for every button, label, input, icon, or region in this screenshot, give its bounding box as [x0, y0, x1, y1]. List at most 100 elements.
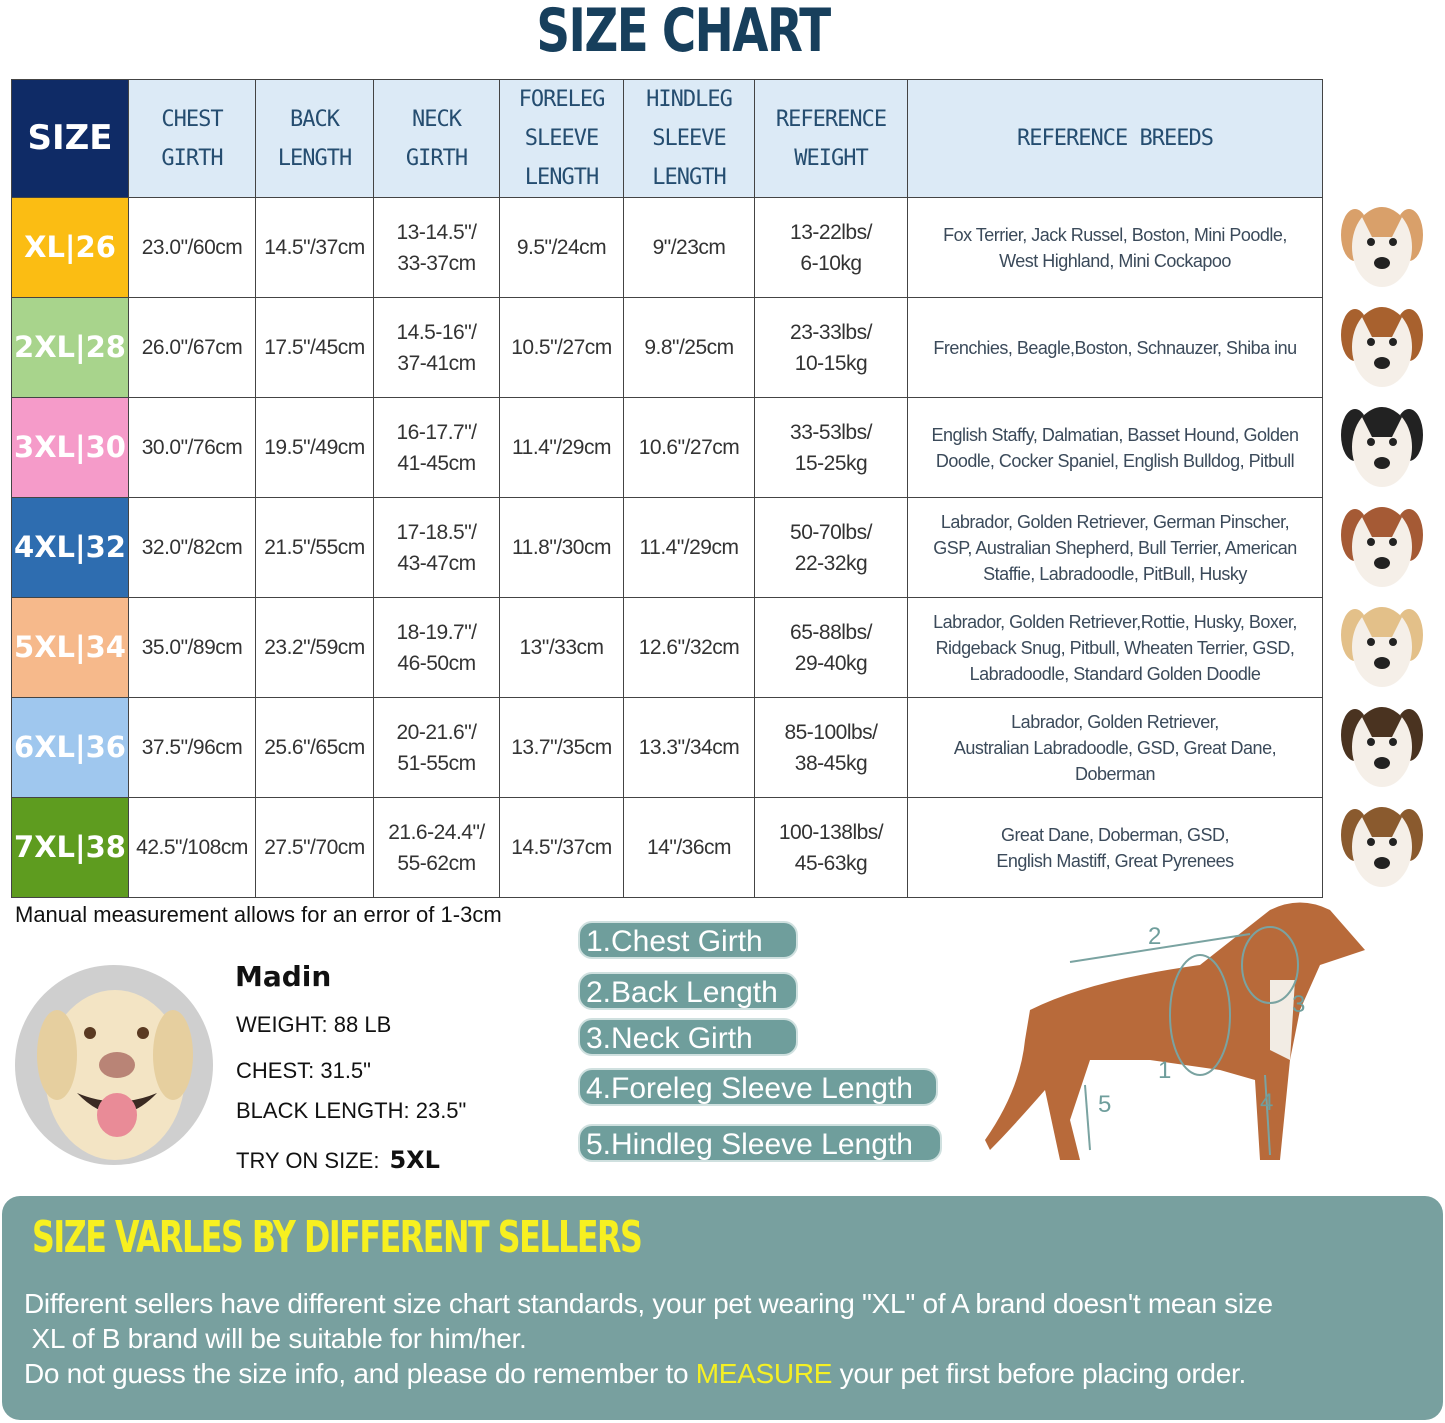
measurement-note: Manual measurement allows for an error o…: [15, 902, 502, 927]
cell-hindleg: 9"/23cm: [623, 197, 755, 298]
banner-text: Different sellers have different size ch…: [24, 1286, 1273, 1391]
cell-weight: 85-100lbs/ 38-45kg: [754, 697, 908, 798]
size-row: 7XL|38 42.5"/108cm 27.5"/70cm 21.6-24.4"/ 5…: [11, 797, 1323, 898]
cell-back: 19.5"/49cm: [255, 397, 374, 498]
cell-hindleg: 12.6"/32cm: [623, 597, 755, 698]
cell-back: 14.5"/37cm: [255, 197, 374, 298]
header-back-length: BACK LENGTH: [255, 79, 374, 198]
cell-foreleg: 14.5"/37cm: [499, 797, 624, 898]
cell-size: 4XL|32: [11, 497, 129, 598]
seller-warning-banner: SIZE VARLES BY DIFFERENT SELLERS Differe…: [2, 1196, 1443, 1420]
banner-heading: SIZE VARLES BY DIFFERENT SELLERS: [32, 1212, 643, 1263]
header-size: SIZE: [11, 79, 129, 198]
cell-size: XL|26: [11, 197, 129, 298]
try-size-value: 5XL: [389, 1146, 440, 1174]
cell-weight: 33-53lbs/ 15-25kg: [754, 397, 908, 498]
banner-line-1: Different sellers have different size ch…: [24, 1288, 1273, 1354]
labrador-photo: [15, 965, 213, 1165]
breed-photos: [1332, 194, 1432, 894]
mastiff-dog-photo: [1332, 794, 1432, 894]
cell-breeds: English Staffy, Dalmatian, Basset Hound,…: [907, 397, 1323, 498]
beagle-dog-photo: [1332, 294, 1432, 394]
cell-back: 23.2"/59cm: [255, 597, 374, 698]
cell-foreleg: 13.7"/35cm: [499, 697, 624, 798]
dog-measurement-diagram: 2 3 1 5 4: [985, 902, 1365, 1160]
cell-size: 7XL|38: [11, 797, 129, 898]
cell-chest: 32.0"/82cm: [128, 497, 256, 598]
cell-neck: 18-19.7"/ 46-50cm: [373, 597, 500, 698]
example-dog-name: Madin: [235, 960, 332, 993]
measure-back-length: 2.Back Length: [578, 972, 798, 1010]
header-neck-girth: NECK GIRTH: [373, 79, 500, 198]
cell-breeds: Frenchies, Beagle,Boston, Schnauzer, Shi…: [907, 297, 1323, 398]
header-hindleg-sleeve-length: HINDLEG SLEEVE LENGTH: [623, 79, 755, 198]
cell-neck: 17-18.5"/ 43-47cm: [373, 497, 500, 598]
size-row: 5XL|34 35.0"/89cm 23.2"/59cm 18-19.7"/ 46-5…: [11, 597, 1323, 698]
cell-foreleg: 10.5"/27cm: [499, 297, 624, 398]
cell-size: 6XL|36: [11, 697, 129, 798]
measure-chest-girth: 1.Chest Girth: [578, 921, 798, 959]
header-reference-breeds: REFERENCE BREEDS: [907, 79, 1323, 198]
header-chest-girth: CHEST GIRTH: [128, 79, 256, 198]
cell-hindleg: 14"/36cm: [623, 797, 755, 898]
cell-breeds: Labrador, Golden Retriever, German Pinsc…: [907, 497, 1323, 598]
terrier-dog-photo: [1332, 194, 1432, 294]
cell-weight: 65-88lbs/ 29-40kg: [754, 597, 908, 698]
cell-chest: 26.0"/67cm: [128, 297, 256, 398]
diagram-label-chest: 1: [1158, 1057, 1171, 1084]
cell-neck: 13-14.5"/ 33-37cm: [373, 197, 500, 298]
cell-hindleg: 9.8"/25cm: [623, 297, 755, 398]
pitbull-dog-photo: [1332, 494, 1432, 594]
cell-back: 27.5"/70cm: [255, 797, 374, 898]
cell-neck: 16-17.7"/ 41-45cm: [373, 397, 500, 498]
measure-hindleg-sleeve: 5.Hindleg Sleeve Length: [578, 1124, 942, 1162]
diagram-label-neck: 3: [1292, 991, 1305, 1018]
measure-neck-girth: 3.Neck Girth: [578, 1018, 798, 1056]
diagram-label-back: 2: [1148, 923, 1161, 950]
cell-hindleg: 13.3"/34cm: [623, 697, 755, 798]
example-back-length: BLACK LENGTH: 23.5": [236, 1098, 467, 1123]
header-foreleg-sleeve-length: FORELEG SLEEVE LENGTH: [499, 79, 624, 198]
size-row: 3XL|30 30.0"/76cm 19.5"/49cm 16-17.7"/ 41-4…: [11, 397, 1323, 498]
cell-neck: 20-21.6"/ 51-55cm: [373, 697, 500, 798]
cell-neck: 14.5-16"/ 37-41cm: [373, 297, 500, 398]
cell-breeds: Labrador, Golden Retriever, Australian L…: [907, 697, 1323, 798]
cell-size: 5XL|34: [11, 597, 129, 698]
cell-size: 3XL|30: [11, 397, 129, 498]
cell-chest: 35.0"/89cm: [128, 597, 256, 698]
cell-neck: 21.6-24.4"/ 55-62cm: [373, 797, 500, 898]
page-title: SIZE CHART: [536, 0, 831, 66]
labrador-dog-photo: [1332, 594, 1432, 694]
cell-chest: 37.5"/96cm: [128, 697, 256, 798]
cell-foreleg: 11.4"/29cm: [499, 397, 624, 498]
cell-chest: 23.0"/60cm: [128, 197, 256, 298]
cell-breeds: Labrador, Golden Retriever,Rottie, Husky…: [907, 597, 1323, 698]
cell-chest: 30.0"/76cm: [128, 397, 256, 498]
size-row: XL|26 23.0"/60cm 14.5"/37cm 13-14.5"/ 33-37…: [11, 197, 1323, 298]
measure-foreleg-sleeve: 4.Foreleg Sleeve Length: [578, 1068, 938, 1106]
cell-foreleg: 9.5"/24cm: [499, 197, 624, 298]
measure-highlight: MEASURE: [695, 1358, 833, 1389]
banner-line-2: Do not guess the size info, and please d…: [24, 1358, 696, 1389]
cell-hindleg: 10.6"/27cm: [623, 397, 755, 498]
cell-weight: 50-70lbs/ 22-32kg: [754, 497, 908, 598]
cell-size: 2XL|28: [11, 297, 129, 398]
try-size-label: TRY ON SIZE:: [236, 1148, 380, 1173]
dalmatian-dog-photo: [1332, 394, 1432, 494]
banner-line-2-end: your pet first before placing order.: [832, 1358, 1247, 1389]
cell-back: 21.5"/55cm: [255, 497, 374, 598]
cell-foreleg: 11.8"/30cm: [499, 497, 624, 598]
size-row: 4XL|32 32.0"/82cm 21.5"/55cm 17-18.5"/ 43-4…: [11, 497, 1323, 598]
size-chart-table: SIZE CHEST GIRTH BACK LENGTH NECK GIRTH FORE…: [11, 79, 1323, 898]
header-reference-weight: REFERENCE WEIGHT: [754, 79, 908, 198]
cell-weight: 100-138lbs/ 45-63kg: [754, 797, 908, 898]
cell-hindleg: 11.4"/29cm: [623, 497, 755, 598]
cell-foreleg: 13"/33cm: [499, 597, 624, 698]
example-try-size: TRY ON SIZE: 5XL: [236, 1146, 440, 1174]
size-row: 6XL|36 37.5"/96cm 25.6"/65cm 20-21.6"/ 51-5…: [11, 697, 1323, 798]
example-weight: WEIGHT: 88 LB: [236, 1012, 392, 1037]
cell-chest: 42.5"/108cm: [128, 797, 256, 898]
cell-weight: 13-22lbs/ 6-10kg: [754, 197, 908, 298]
diagram-label-hindleg: 5: [1098, 1091, 1111, 1118]
cell-back: 17.5"/45cm: [255, 297, 374, 398]
